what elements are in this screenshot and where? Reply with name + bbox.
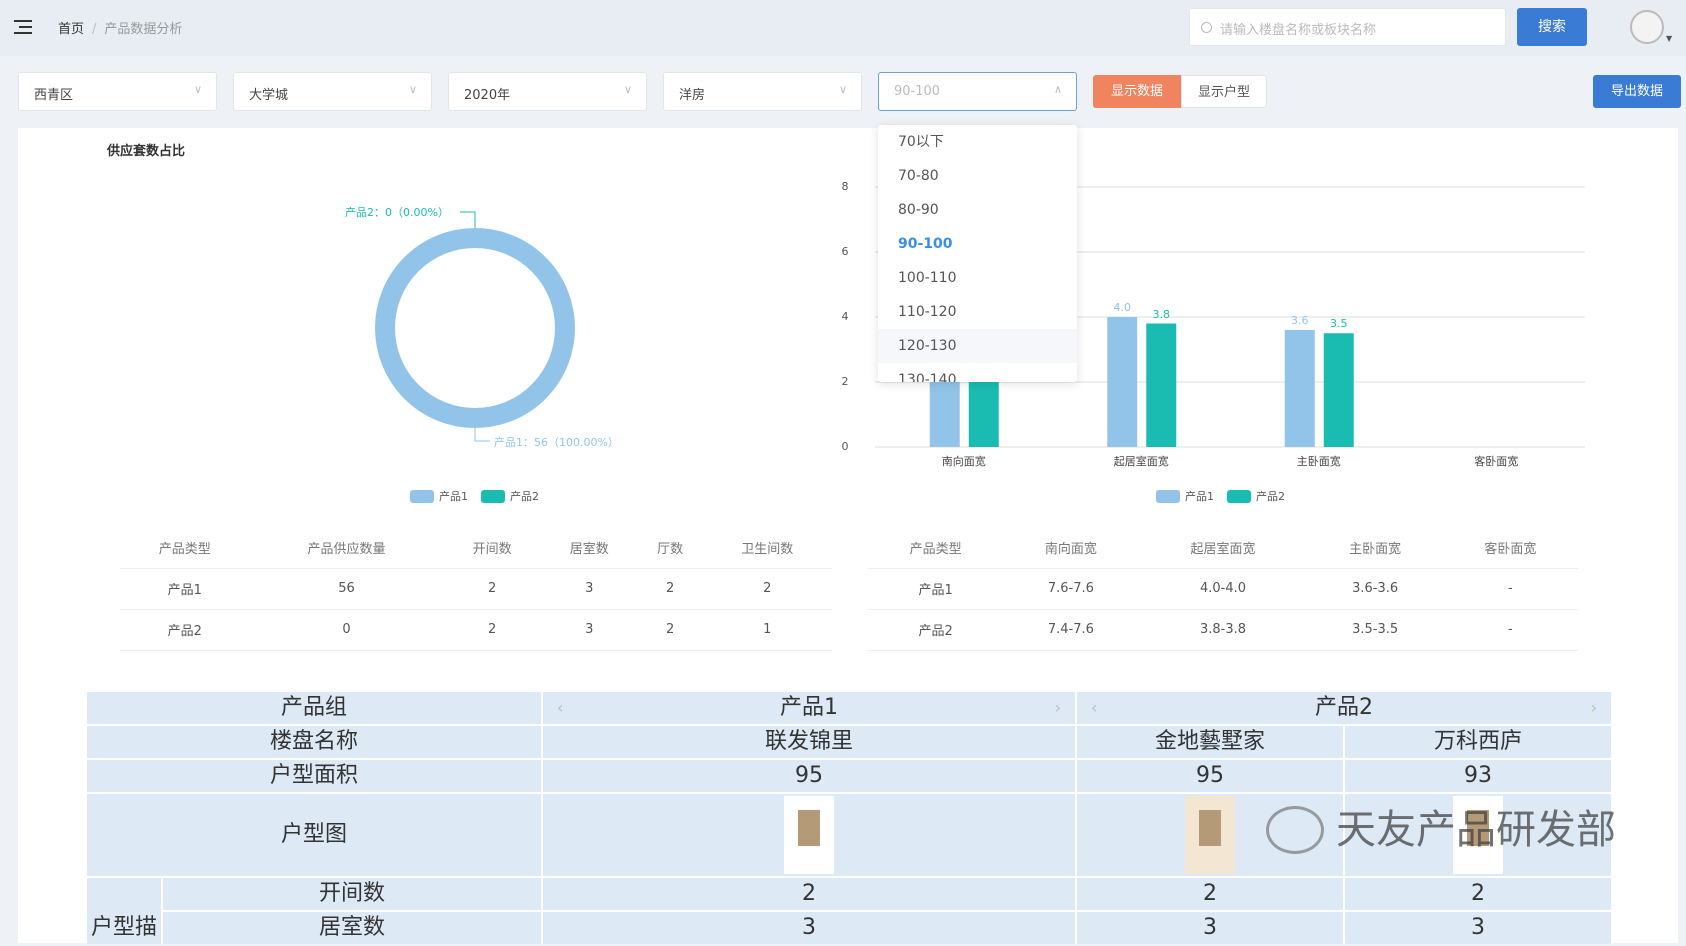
x-tick-label: 客卧面宽 (1474, 455, 1519, 468)
legend-swatch-product2[interactable] (481, 489, 505, 503)
donut-label-product1: 产品1：56（100.00%） (494, 436, 619, 449)
size-range-dropdown: 70以下 70-80 80-90 90-100 100-110 110-120 … (878, 125, 1077, 382)
width-table: 产品类型 南向面宽 起居室面宽 主卧面宽 客卧面宽 产品1 7.6-7.6 4.0-4.0 3… (868, 527, 1578, 651)
x-tick-label: 主卧面宽 (1296, 455, 1341, 468)
bar-data-label: 3.6 (1291, 314, 1309, 327)
bar-产品1 (1107, 317, 1138, 447)
dropdown-option[interactable]: 130-140 (898, 372, 957, 382)
dropdown-option-selected[interactable]: 90-100 (898, 236, 953, 252)
show-layout-button[interactable]: 显示户型 (1181, 75, 1267, 108)
donut-legend: 产品1 产品2 (410, 488, 539, 504)
legend-swatch-product1[interactable] (410, 489, 434, 503)
next-arrow-icon[interactable]: › (1590, 698, 1597, 717)
caret-down-icon[interactable]: ▼ (1666, 34, 1673, 43)
user-avatar[interactable] (1630, 10, 1664, 44)
y-tick-label: 8 (841, 180, 849, 193)
y-tick-label: 6 (841, 245, 849, 258)
table-row: 产品2 7.4-7.6 3.8-3.8 3.5-3.5- (868, 609, 1578, 651)
supply-table: 产品类型 产品供应数量 开间数 居室数 厅数 卫生间数 产品1 56 2 3 2 2 产品2 0 2 3 2… (120, 527, 832, 651)
district-select[interactable]: 西青区 ∨ (18, 72, 217, 111)
prev-arrow-icon[interactable]: ‹ (1091, 698, 1098, 717)
area-select[interactable]: 大学城 ∨ (233, 72, 432, 111)
y-tick-label: 0 (841, 440, 849, 453)
table-row: 产品1 56 2 3 2 2 (120, 568, 832, 610)
bar-data-label: 4.0 (1113, 301, 1132, 314)
type-select[interactable]: 洋房 ∨ (663, 72, 862, 111)
floor-plan-image[interactable] (784, 796, 834, 874)
size-range-select[interactable]: 90-100 ∧ (878, 72, 1077, 111)
year-select[interactable]: 2020年 ∨ (448, 72, 647, 111)
x-tick-label: 起居室面宽 (1113, 455, 1169, 468)
breadcrumb: 首页 / 产品数据分析 (58, 22, 183, 37)
bar-legend: 产品1 产品2 (1156, 488, 1285, 504)
menu-toggle-icon[interactable] (14, 20, 32, 34)
label-line-product2 (460, 211, 476, 228)
prev-arrow-icon[interactable]: ‹ (557, 698, 564, 717)
chevron-down-icon: ∨ (408, 83, 417, 96)
dropdown-option[interactable]: 120-130 (878, 329, 1077, 363)
search-input[interactable]: 请输入楼盘名称或板块名称 (1189, 8, 1506, 46)
chevron-down-icon: ∨ (193, 83, 202, 96)
bar-产品2 (1146, 323, 1177, 447)
floor-plan-image[interactable] (1453, 796, 1503, 874)
chevron-down-icon: ∨ (623, 83, 632, 96)
donut-slice-product1[interactable] (375, 228, 575, 428)
watermark: 天友产品研发部 (1336, 807, 1616, 853)
export-data-button[interactable]: 导出数据 (1593, 75, 1681, 108)
breadcrumb-current: 产品数据分析 (104, 22, 183, 37)
dropdown-option[interactable]: 110-120 (898, 304, 957, 320)
table-row: 产品1 7.6-7.6 4.0-4.0 3.6-3.6- (868, 568, 1578, 610)
bar-产品2 (1323, 333, 1354, 447)
table-row: 产品2 0 2 3 2 1 (120, 609, 832, 651)
chevron-up-icon: ∧ (1053, 83, 1062, 96)
y-tick-label: 4 (841, 310, 849, 323)
legend-swatch-product2[interactable] (1227, 489, 1251, 503)
legend-swatch-product1[interactable] (1156, 489, 1180, 503)
x-tick-label: 南向面宽 (941, 455, 986, 468)
bar-data-label: 3.5 (1330, 317, 1348, 331)
floor-plan-image[interactable] (1185, 796, 1235, 874)
dropdown-option[interactable]: 70-80 (898, 168, 939, 184)
chevron-down-icon: ∨ (838, 83, 847, 96)
dropdown-option[interactable]: 100-110 (898, 270, 957, 286)
donut-chart-title: 供应套数占比 (107, 144, 186, 159)
show-data-button[interactable]: 显示数据 (1093, 75, 1181, 108)
next-arrow-icon[interactable]: › (1054, 698, 1061, 717)
breadcrumb-home[interactable]: 首页 (58, 22, 85, 37)
label-line-product1 (474, 428, 490, 442)
comparison-table: 产品组 ‹ 产品1 › ‹ 产品2 › 楼盘名称 联发锦里 金地藝墅家 万科西庐 户型面积 95 95… (87, 690, 1613, 946)
bar-data-label: 3.8 (1152, 307, 1171, 321)
bar-产品1 (1284, 330, 1315, 447)
dropdown-option[interactable]: 80-90 (898, 202, 939, 218)
search-button[interactable]: 搜索 (1517, 8, 1587, 46)
dropdown-option[interactable]: 70以下 (898, 134, 944, 150)
wechat-icon (1266, 806, 1324, 854)
donut-label-product2: 产品2：0（0.00%） (345, 206, 449, 219)
y-tick-label: 2 (841, 375, 849, 388)
